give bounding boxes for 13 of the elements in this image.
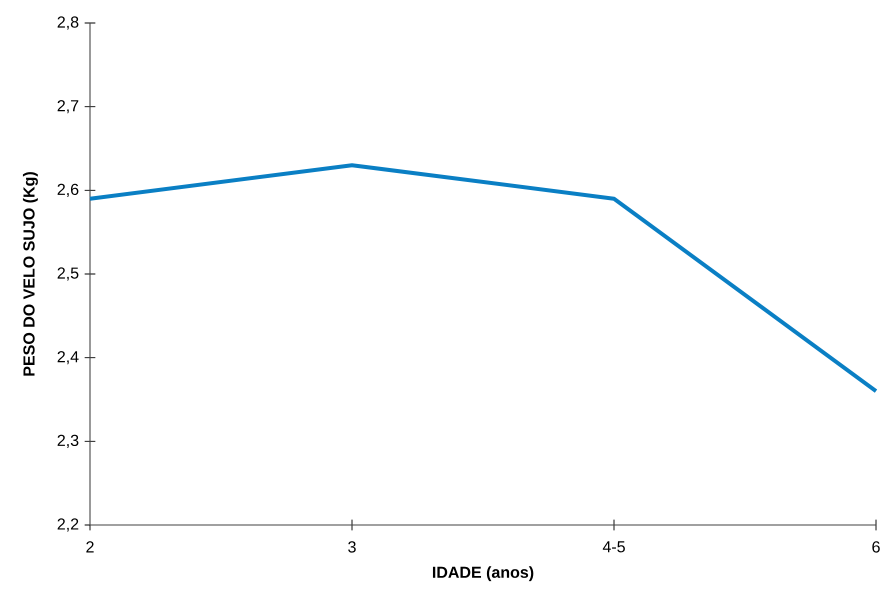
x-tick-label: 6 [872, 541, 880, 553]
y-axis-title: PESO DO VELO SUJO (Kg) [22, 172, 38, 376]
x-tick-label: 4-5 [602, 541, 625, 552]
y-tick-label: 2,2 [58, 518, 78, 532]
y-tick-label: 2,3 [58, 434, 78, 448]
y-tick-label: 2,6 [58, 184, 78, 197]
y-tick-label: 2,5 [58, 267, 78, 281]
y-tick-label: 2,8 [58, 16, 78, 30]
x-tick-label: 2 [86, 541, 94, 552]
x-tick-label: 3 [348, 541, 356, 553]
y-tick-label: 2,7 [58, 100, 78, 114]
x-axis-title: IDADE (anos) [432, 566, 534, 582]
y-tick-label: 2,4 [58, 351, 79, 364]
